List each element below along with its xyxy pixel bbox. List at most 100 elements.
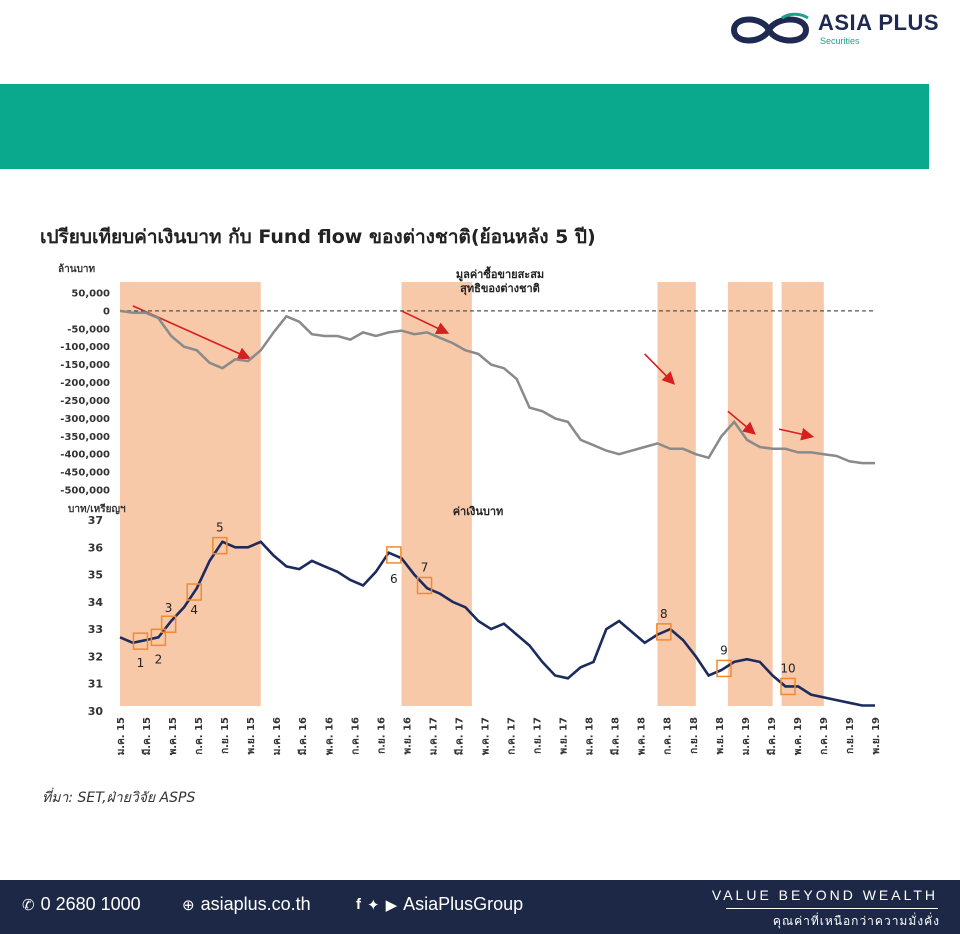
x-tick-label: ก.ค. 17 (507, 717, 518, 755)
social-handle: AsiaPlusGroup (403, 894, 524, 914)
x-tick-label: พ.ย. 18 (715, 717, 726, 754)
logo: ASIA PLUS Securities (724, 8, 944, 48)
footer: ✆ 0 2680 1000 ⊕ asiaplus.co.th f ✦ ▶ Asi… (0, 880, 960, 934)
annotation-label-5: 5 (216, 521, 224, 535)
baht-tick-label: 34 (88, 596, 104, 609)
annotation-box-5 (212, 536, 228, 555)
x-tick-label: ม.ค. 18 (585, 717, 596, 755)
trend-arrow-5 (778, 427, 815, 441)
phone-icon: ✆ (22, 896, 35, 914)
x-tick-label: มี.ค. 15 (141, 717, 153, 755)
x-tick-label: ก.ย. 15 (220, 717, 231, 754)
baht-tick-label: 37 (88, 514, 103, 527)
baht-tick-label: 30 (88, 705, 104, 718)
x-tick-label: ม.ค. 16 (272, 717, 283, 755)
tagline-divider (726, 908, 938, 909)
fund-tick-label: -450,000 (60, 468, 110, 479)
footer-social[interactable]: f ✦ ▶ AsiaPlusGroup (356, 894, 523, 915)
fund-tick-label: -400,000 (60, 450, 110, 461)
shaded-period-1 (120, 282, 261, 706)
annotation-label-7: 7 (421, 560, 429, 574)
shaded-period-3 (657, 282, 696, 706)
x-tick-label: มี.ค. 17 (453, 717, 465, 755)
x-tick-label: พ.ค. 18 (637, 717, 648, 755)
baht-tick-label: 36 (88, 541, 104, 554)
logo-subtitle: Securities (820, 36, 860, 46)
footer-phone[interactable]: ✆ 0 2680 1000 (22, 894, 141, 915)
x-tick-label: มี.ค. 16 (297, 717, 309, 755)
x-axis: ม.ค. 15 มี.ค. 15 พ.ค. 15 ก.ค. 15 ก.ย. 15 พ.ย.… (116, 717, 882, 755)
fund-tick-label: -350,000 (60, 432, 110, 443)
youtube-icon: ▶ (385, 896, 398, 914)
x-tick-label: มี.ค. 18 (610, 717, 622, 755)
x-tick-label: ม.ค. 19 (741, 717, 752, 755)
globe-icon: ⊕ (182, 896, 195, 914)
x-tick-label: พ.ค. 19 (793, 717, 804, 755)
shaded-period-4 (727, 282, 773, 706)
annotation-box-8 (656, 623, 672, 641)
x-tick-label: ก.ย. 17 (533, 717, 544, 754)
baht-line (119, 540, 875, 707)
shaded-periods (120, 282, 824, 706)
x-tick-label: ก.ค. 15 (194, 717, 205, 755)
x-tick-label: พ.ย. 15 (246, 717, 257, 754)
twitter-icon: ✦ (367, 896, 380, 914)
x-tick-label: พ.ค. 17 (481, 717, 492, 755)
annotation-label-9: 9 (720, 643, 728, 657)
baht-y-axis-label: บาท/เหรียญฯ (68, 503, 126, 515)
annotation-label-1: 1 (137, 656, 145, 670)
annotation-label-10: 10 (780, 661, 795, 675)
baht-tick-label: 33 (88, 623, 103, 636)
infinity-logo-icon (730, 12, 810, 44)
annotation-box-9 (716, 659, 732, 678)
fund-tick-label: -200,000 (60, 378, 110, 389)
fund-series-label: สุทธิของต่างชาติ (460, 282, 540, 296)
annotation-box-1 (132, 632, 149, 650)
header-banner (0, 84, 929, 169)
fund-tick-label: -50,000 (67, 324, 110, 335)
annotation-box-4 (186, 583, 202, 601)
annotation-label-2: 2 (155, 652, 163, 666)
chart-title: เปรียบเทียบค่าเงินบาท กับ Fund flow ของต… (40, 226, 596, 248)
baht-series-label: ค่าเงินบาท (453, 505, 504, 518)
x-tick-label: ก.ค. 19 (819, 717, 830, 755)
trend-arrow-3 (644, 353, 676, 385)
x-tick-label: พ.ย. 16 (402, 717, 413, 754)
shaded-period-5 (781, 282, 824, 706)
annotation-label-8: 8 (660, 607, 668, 621)
tagline: VALUE BEYOND WEALTH (711, 887, 938, 903)
fund-tick-label: -300,000 (60, 414, 110, 425)
shaded-period-2 (401, 282, 472, 706)
annotation-box-6 (386, 546, 402, 564)
baht-tick-label: 32 (88, 650, 103, 663)
fund-y-axis-label: ล้านบาท (58, 263, 96, 275)
baht-tick-label: 35 (88, 569, 103, 582)
x-tick-label: ก.ย. 18 (689, 717, 700, 754)
trend-arrow-4 (727, 410, 756, 435)
annotation-box-2 (150, 628, 167, 647)
phone-number: 0 2680 1000 (40, 894, 141, 914)
annotation-box-3 (160, 615, 177, 633)
x-tick-label: มี.ค. 19 (766, 717, 778, 755)
fund-tick-label: 0 (103, 306, 110, 317)
x-tick-label: ก.ค. 18 (663, 717, 674, 755)
baht-tick-label: 31 (88, 678, 103, 691)
facebook-icon: f (356, 896, 361, 913)
fund-tick-label: -500,000 (60, 486, 110, 497)
fund-flow-line (119, 309, 875, 465)
chart: ล้านบาท 50,000 0 -50,000 -100,000 -150,000 -20… (58, 263, 882, 755)
logo-name: ASIA PLUS (818, 10, 940, 35)
fund-tick-label: -250,000 (60, 396, 110, 407)
footer-website[interactable]: ⊕ asiaplus.co.th (182, 894, 311, 915)
annotation-label-3: 3 (165, 601, 173, 615)
x-tick-label: ก.ย. 16 (376, 717, 387, 754)
fund-flow-chart: ล้านบาท 50,000 0 -50,000 -100,000 -150,000 -20… (58, 263, 875, 497)
fund-tick-label: 50,000 (71, 289, 110, 300)
annotation-box-10 (780, 677, 796, 696)
x-tick-label: ก.ค. 16 (350, 717, 361, 755)
x-tick-label: พ.ย. 19 (871, 717, 882, 754)
x-tick-label: ก.ย. 19 (845, 717, 856, 754)
annotation-label-6: 6 (390, 572, 398, 586)
annotation-box-7 (416, 576, 433, 595)
